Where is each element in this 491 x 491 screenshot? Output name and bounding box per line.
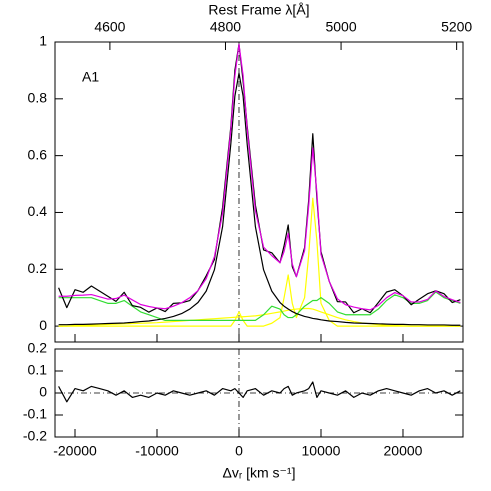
y-tick-label: 0.6: [28, 146, 48, 162]
x-tick-label: -10000: [135, 443, 179, 459]
series-line: [58, 43, 461, 311]
y-tick-label: 0.2: [28, 340, 48, 356]
x-tick-label: -20000: [53, 443, 97, 459]
y-tick-label: -0.1: [23, 406, 47, 422]
x-tick-label: 0: [235, 443, 243, 459]
series-line: [58, 43, 461, 314]
series-line: [58, 381, 461, 403]
x2-tick-label: 5200: [441, 19, 472, 35]
x-axis-title: Δvᵣ [km s⁻¹]: [223, 465, 296, 481]
series-line: [58, 197, 461, 327]
x-tick-label: 20000: [384, 443, 423, 459]
x2-tick-label: 4800: [210, 19, 241, 35]
plot-frame: [54, 41, 464, 343]
series-line: [58, 72, 461, 326]
y-tick-label: 0.1: [28, 362, 48, 378]
top-axis-title: Rest Frame λ[Å]: [208, 2, 309, 18]
annotation: A1: [82, 69, 99, 85]
series-line: [58, 291, 461, 322]
y-tick-label: 0: [39, 317, 47, 333]
y-tick-label: 0.2: [28, 260, 48, 276]
y-tick-label: 0.8: [28, 90, 48, 106]
x2-tick-label: 4600: [94, 19, 125, 35]
y-tick-label: 0: [39, 384, 47, 400]
y-tick-label: -0.2: [23, 428, 47, 444]
x2-tick-label: 5000: [325, 19, 356, 35]
plot-frame: [54, 348, 464, 438]
x-tick-label: 10000: [302, 443, 341, 459]
y-tick-label: 1: [39, 33, 47, 49]
series-line: [58, 307, 461, 327]
y-tick-label: 0.4: [28, 203, 48, 219]
